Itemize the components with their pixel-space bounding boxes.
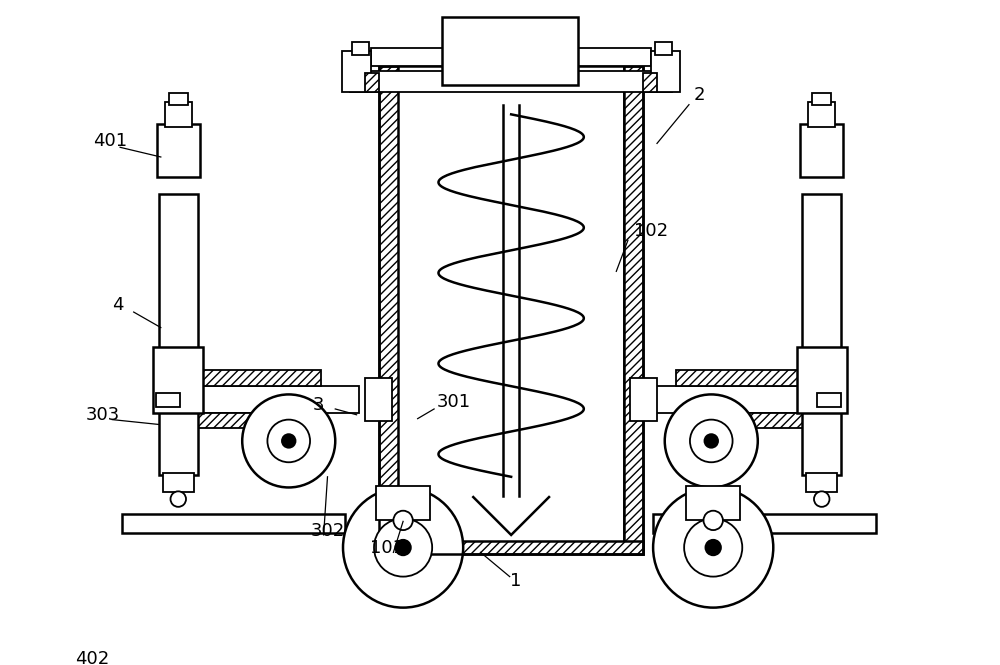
- Circle shape: [665, 394, 758, 487]
- Circle shape: [282, 434, 296, 448]
- Text: 101: 101: [370, 539, 404, 557]
- Bar: [812, 93, 831, 104]
- Bar: [169, 93, 188, 104]
- Text: 402: 402: [76, 650, 110, 665]
- Bar: [376, 487, 430, 521]
- Bar: [165, 102, 192, 127]
- Bar: [350, 70, 672, 92]
- Circle shape: [704, 434, 718, 448]
- Bar: [122, 513, 345, 533]
- Circle shape: [395, 540, 411, 555]
- Text: 303: 303: [85, 406, 119, 424]
- Bar: [655, 42, 672, 55]
- Bar: [180, 413, 321, 428]
- Circle shape: [690, 420, 733, 462]
- Text: 401: 401: [93, 132, 127, 150]
- Bar: [153, 347, 203, 413]
- Circle shape: [814, 491, 829, 507]
- Bar: [352, 42, 369, 55]
- Bar: [643, 72, 657, 92]
- Circle shape: [684, 519, 742, 577]
- Circle shape: [653, 487, 773, 608]
- Bar: [630, 378, 657, 420]
- Bar: [686, 487, 740, 521]
- Bar: [371, 49, 651, 66]
- Bar: [379, 66, 643, 555]
- Text: 1: 1: [510, 573, 521, 591]
- Bar: [379, 541, 643, 555]
- Bar: [365, 72, 379, 92]
- Bar: [342, 51, 371, 92]
- Circle shape: [704, 511, 723, 530]
- Bar: [638, 386, 831, 413]
- Bar: [651, 51, 680, 92]
- Circle shape: [393, 511, 413, 530]
- Text: 301: 301: [437, 393, 471, 411]
- Text: 4: 4: [112, 297, 124, 315]
- Circle shape: [267, 420, 310, 462]
- Bar: [379, 66, 398, 555]
- Bar: [159, 194, 198, 475]
- Bar: [806, 473, 837, 492]
- Bar: [797, 347, 847, 413]
- Circle shape: [705, 540, 721, 555]
- Bar: [676, 370, 817, 386]
- Bar: [180, 370, 321, 386]
- Bar: [442, 17, 578, 85]
- Bar: [163, 473, 194, 492]
- Bar: [653, 513, 876, 533]
- Circle shape: [171, 491, 186, 507]
- Text: 302: 302: [311, 522, 345, 540]
- Bar: [166, 386, 359, 413]
- Circle shape: [374, 519, 432, 577]
- Bar: [802, 194, 841, 475]
- Bar: [676, 413, 817, 428]
- Text: 2: 2: [694, 86, 705, 104]
- Bar: [808, 102, 835, 127]
- Bar: [156, 394, 180, 407]
- Bar: [800, 124, 843, 178]
- Bar: [624, 66, 643, 555]
- Bar: [157, 124, 200, 178]
- Circle shape: [242, 394, 335, 487]
- Bar: [817, 394, 841, 407]
- Text: 3: 3: [313, 396, 324, 414]
- Bar: [365, 378, 392, 420]
- Circle shape: [343, 487, 463, 608]
- Text: 102: 102: [634, 221, 668, 239]
